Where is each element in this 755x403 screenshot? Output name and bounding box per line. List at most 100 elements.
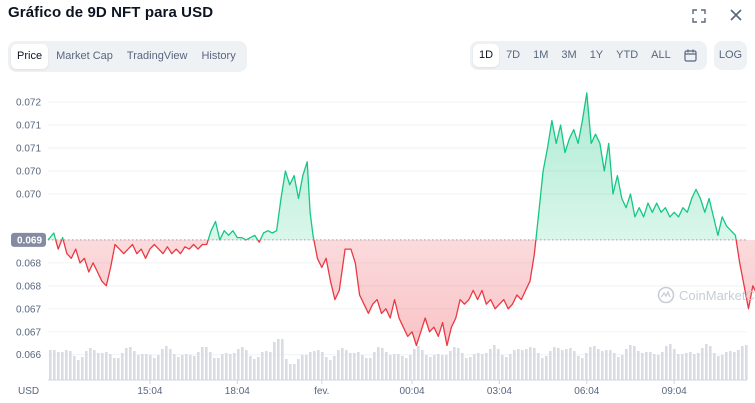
volume-bar (501, 355, 504, 380)
volume-bar (185, 354, 188, 380)
time-range-selector: 1D 7D 1M 3M 1Y YTD ALL (470, 41, 707, 70)
coinmarketcap-watermark: CoinMarketCap (657, 286, 755, 304)
volume-bar (213, 358, 216, 380)
volume-bar (573, 351, 576, 380)
range-1d[interactable]: 1D (473, 44, 500, 67)
volume-bar (413, 349, 416, 380)
volume-bar (373, 352, 376, 380)
volume-bar (717, 356, 720, 380)
volume-bar (593, 346, 596, 380)
currency-label: USD (18, 386, 39, 397)
volume-bar (661, 352, 664, 380)
volume-bar (189, 355, 192, 380)
volume-bar (269, 352, 272, 380)
volume-bar (345, 350, 348, 380)
y-tick-label-1: 0.071 (16, 121, 41, 132)
range-1y[interactable]: 1Y (589, 49, 604, 61)
volume-bar (85, 351, 88, 380)
volume-bar (465, 358, 468, 380)
volume-bar (521, 350, 524, 380)
volume-bar (165, 346, 168, 380)
close-icon[interactable] (728, 7, 744, 23)
y-tick-label-10: 0.066 (16, 350, 41, 361)
volume-bar (569, 348, 572, 380)
volume-bar (145, 354, 148, 380)
volume-bar (601, 351, 604, 380)
volume-bar (393, 354, 396, 380)
volume-bar (525, 349, 528, 380)
volume-bar (301, 355, 304, 380)
volume-bar (89, 348, 92, 380)
volume-bar (677, 354, 680, 380)
volume-bar (721, 355, 724, 380)
volume-bar (713, 353, 716, 380)
tab-history[interactable]: History (201, 50, 236, 62)
volume-bar (477, 353, 480, 380)
volume-bar (117, 358, 120, 380)
volume-bar (357, 352, 360, 380)
volume-bar (325, 357, 328, 380)
price-chart[interactable]: 0.072 0.071 0.071 0.070 0.070 0.069 0.068 0.068… (0, 78, 755, 403)
log-scale-button[interactable]: LOG (714, 41, 747, 70)
volume-bar (701, 348, 704, 380)
volume-bar (313, 351, 316, 380)
range-1m[interactable]: 1M (533, 49, 549, 61)
range-ytd[interactable]: YTD (616, 49, 639, 61)
volume-bar (597, 349, 600, 380)
volume-bar (545, 356, 548, 380)
tab-market-cap[interactable]: Market Cap (56, 50, 113, 62)
volume-bar (633, 346, 636, 380)
price-line-up (47, 92, 737, 240)
tab-price[interactable]: Price (11, 44, 49, 69)
volume-bar (257, 357, 260, 380)
volume-bar (437, 354, 440, 380)
volume-bar (433, 355, 436, 380)
volume-bar (93, 350, 96, 380)
volume-bar (377, 347, 380, 380)
volume-bar (561, 350, 564, 380)
volume-bar (489, 349, 492, 380)
volume-bar (585, 353, 588, 380)
volume-bar (229, 354, 232, 380)
volume-bar (109, 354, 112, 380)
volume-bar (73, 356, 76, 380)
volume-bar (741, 346, 744, 380)
volume-bar (617, 357, 620, 380)
date-picker-button[interactable] (678, 44, 703, 67)
price-areas (48, 92, 755, 346)
range-7d[interactable]: 7D (506, 49, 521, 61)
fullscreen-icon[interactable] (692, 9, 706, 23)
volume-bar (221, 354, 224, 380)
price-lines (47, 92, 755, 347)
y-tick-label-2: 0.071 (16, 144, 41, 155)
volume-bar (153, 358, 156, 380)
volume-bar (209, 352, 212, 380)
volume-bar (305, 355, 308, 380)
volume-bar (453, 347, 456, 380)
volume-bar (101, 353, 104, 380)
range-all[interactable]: ALL (651, 49, 671, 61)
volume-bar (281, 339, 284, 380)
volume-bars (49, 339, 748, 380)
volume-bar (321, 352, 324, 380)
range-3m[interactable]: 3M (561, 49, 577, 61)
x-tick-label-6: 09:04 (662, 386, 687, 397)
volume-bar (693, 354, 696, 380)
volume-bar (481, 354, 484, 380)
x-tick-label-5: 06:04 (574, 386, 599, 397)
volume-bar (409, 355, 412, 380)
volume-bar (149, 355, 152, 380)
volume-bar (461, 353, 464, 380)
volume-bar (333, 356, 336, 380)
volume-bar (557, 348, 560, 380)
volume-bar (689, 352, 692, 380)
x-tick-label-3: 00:04 (400, 386, 425, 397)
volume-bar (57, 352, 60, 380)
y-tick-label-6: 0.068 (16, 258, 41, 269)
tab-tradingview[interactable]: TradingView (126, 50, 188, 62)
volume-bar (77, 360, 80, 380)
volume-bar (277, 339, 280, 380)
volume-bar (417, 346, 420, 380)
volume-bar (649, 352, 652, 380)
volume-bar (197, 352, 200, 380)
